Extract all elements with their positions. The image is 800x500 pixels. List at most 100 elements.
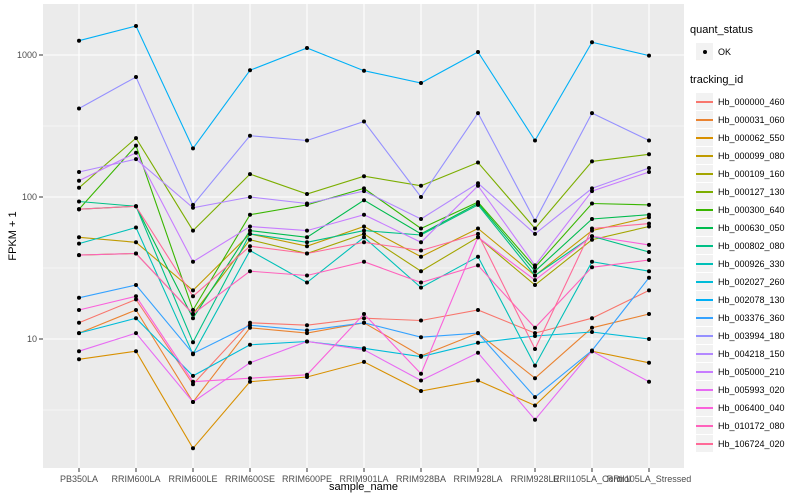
data-point <box>191 308 195 312</box>
legend-line-icon <box>696 406 713 409</box>
data-point <box>647 221 651 226</box>
data-point <box>533 278 537 283</box>
x-tick-label: RRII105LA_Control <box>553 474 631 484</box>
data-point <box>248 323 252 328</box>
data-point <box>533 231 537 236</box>
data-point <box>191 316 195 321</box>
legend-line-icon <box>696 442 713 445</box>
legend-line-icon <box>696 262 713 265</box>
data-point <box>191 202 195 207</box>
legend-color-key <box>696 111 713 128</box>
data-point <box>134 240 138 245</box>
data-point <box>476 235 480 240</box>
y-tick-label: 1000 <box>17 50 37 60</box>
data-point <box>248 248 252 253</box>
data-point <box>647 250 651 254</box>
data-point <box>533 403 537 408</box>
x-tick-label: RRIM901LA <box>339 474 388 484</box>
legend-line-icon <box>696 208 713 211</box>
data-point <box>248 244 252 249</box>
legend-item-label: Hb_003994_180 <box>718 330 785 341</box>
data-point <box>362 359 366 364</box>
data-point <box>533 283 537 287</box>
legend-item-Hb_002078_130: Hb_002078_130 <box>688 291 800 308</box>
data-point <box>77 295 81 300</box>
data-point <box>248 376 252 381</box>
data-point <box>77 178 81 183</box>
data-point <box>305 244 309 249</box>
data-point <box>590 189 594 194</box>
data-point <box>134 294 138 299</box>
data-point <box>248 172 252 177</box>
legend-line-icon <box>696 244 713 247</box>
data-point <box>77 253 81 258</box>
data-point <box>533 331 537 336</box>
data-point <box>362 228 366 233</box>
data-point <box>476 183 480 188</box>
data-point <box>476 226 480 231</box>
legend-line-icon <box>696 280 713 283</box>
data-point <box>476 50 480 54</box>
legend-item-Hb_003376_360: Hb_003376_360 <box>688 309 800 326</box>
data-point <box>362 231 366 236</box>
data-point <box>191 312 195 316</box>
data-point <box>191 373 195 378</box>
data-point <box>590 217 594 221</box>
data-point <box>647 337 651 341</box>
data-point <box>134 150 138 155</box>
data-point <box>647 152 651 157</box>
data-point <box>134 75 138 79</box>
data-point <box>647 379 651 384</box>
legend-item-label: Hb_000630_050 <box>718 222 785 233</box>
legend-line-icon <box>696 370 713 373</box>
x-tick-label: RRII105LA_Stressed <box>607 474 692 484</box>
data-point <box>134 349 138 354</box>
y-axis-title: FPKM + 1 <box>7 211 19 261</box>
legend-item-label: Hb_000109_160 <box>718 168 785 179</box>
data-point <box>590 325 594 330</box>
legend-item-label: Hb_000099_080 <box>718 150 785 161</box>
data-point <box>419 226 423 231</box>
data-point <box>590 259 594 264</box>
data-point <box>248 68 252 73</box>
data-point <box>362 212 366 217</box>
data-point <box>476 331 480 336</box>
data-point <box>419 81 423 85</box>
data-point <box>305 323 309 328</box>
legend-item-label: Hb_106724_020 <box>718 438 785 449</box>
data-point <box>77 207 81 212</box>
data-point <box>248 269 252 274</box>
data-point <box>647 312 651 316</box>
data-point <box>419 378 423 383</box>
legend-item-Hb_000109_160: Hb_000109_160 <box>688 165 800 182</box>
data-point <box>647 166 651 170</box>
data-point <box>248 342 252 347</box>
legend-item-label: Hb_000062_550 <box>718 132 785 143</box>
legend-item-Hb_003994_180: Hb_003994_180 <box>688 327 800 344</box>
data-point <box>419 280 423 285</box>
data-point <box>134 283 138 287</box>
legend-item-Hb_005000_210: Hb_005000_210 <box>688 363 800 380</box>
legend-item-Hb_010172_080: Hb_010172_080 <box>688 417 800 434</box>
legend-line-icon <box>696 352 713 355</box>
data-point <box>77 320 81 325</box>
legend-item-Hb_000062_550: Hb_000062_550 <box>688 129 800 146</box>
data-point <box>590 316 594 321</box>
data-point <box>248 231 252 236</box>
data-point <box>134 308 138 312</box>
x-tick-label: PB350LA <box>60 474 98 484</box>
data-point <box>77 241 81 246</box>
legend-item-label: Hb_002078_130 <box>718 294 785 305</box>
data-point <box>191 379 195 384</box>
data-point <box>419 371 423 376</box>
data-point <box>191 228 195 233</box>
ok-point-key <box>696 43 713 60</box>
legend-item-Hb_000000_460: Hb_000000_460 <box>688 93 800 110</box>
data-point <box>362 235 366 240</box>
legend-line-icon <box>696 424 713 427</box>
data-point <box>191 351 195 356</box>
data-point <box>419 233 423 237</box>
data-point <box>533 376 537 381</box>
data-point <box>590 330 594 334</box>
